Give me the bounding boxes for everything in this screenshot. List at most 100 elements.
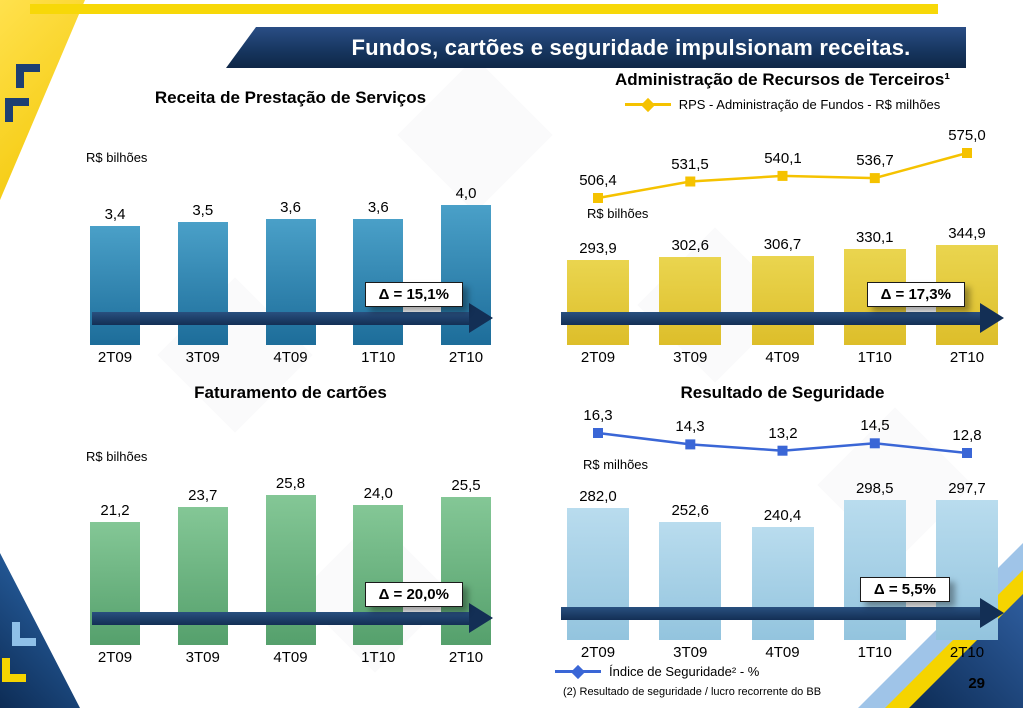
- category-label: 4T09: [765, 349, 800, 366]
- bar-column: 302,6: [659, 237, 722, 345]
- arrow-head-icon: [469, 303, 493, 333]
- category-label: 2T09: [580, 349, 616, 366]
- bar-value-label: 306,7: [763, 236, 802, 253]
- line-series: [593, 148, 972, 203]
- bar: [659, 257, 722, 345]
- seguridade-legend: Índice de Seguridade² - %: [555, 664, 759, 679]
- category-label: 1T10: [361, 649, 396, 666]
- category-label: 1T10: [361, 349, 396, 366]
- category-label: 3T09: [673, 644, 708, 661]
- chart-title: Faturamento de cartões: [194, 383, 387, 402]
- delta-badge: Δ = 5,5%: [859, 577, 950, 602]
- trend-arrow: [92, 603, 493, 633]
- bar: [751, 256, 814, 345]
- legend-label: RPS - Administração de Fundos - R$ milhõ…: [678, 97, 941, 112]
- page-number: 29: [968, 675, 985, 692]
- category-label: 3T09: [185, 349, 220, 366]
- bar-value-label: 4,0: [455, 185, 477, 202]
- line-point-label: 16,3: [583, 407, 613, 424]
- bar-value-label: 3,4: [104, 206, 126, 223]
- arrow-shaft: [92, 611, 470, 625]
- delta-badge: Δ = 15,1%: [364, 282, 463, 307]
- arrow-shaft: [561, 311, 981, 325]
- line-point-label: 536,7: [856, 152, 894, 169]
- line-point-label: 575,0: [948, 127, 986, 144]
- bar: [751, 527, 814, 640]
- category-label: 3T09: [673, 349, 708, 366]
- category-label: 1T10: [857, 644, 892, 661]
- bar-column: 252,6: [659, 502, 722, 640]
- bar-value-label: 3,5: [192, 202, 214, 219]
- line-point-label: 506,4: [579, 172, 617, 189]
- category-axis: 2T09 3T09 4T09 1T10 2T10: [78, 349, 503, 366]
- footnote: (2) Resultado de seguridade / lucro reco…: [563, 686, 822, 698]
- category-label: 2T10: [949, 349, 985, 366]
- category-label: 2T10: [448, 349, 484, 366]
- line-marker-icon: [685, 439, 696, 450]
- chart-administracao-recursos-terceiros: Administração de Recursos de Terceiros¹ …: [555, 70, 1010, 373]
- plot-area: 21,2 23,7 25,8 24,0 25,5 Δ = 20,0%: [78, 473, 503, 645]
- line-point-label: 531,5: [671, 156, 709, 173]
- plot-area: 282,0 252,6 240,4 298,5 297,7 Δ = 5,5%: [555, 478, 1010, 640]
- trend-arrow: [561, 303, 1004, 333]
- legend-label: Índice de Seguridade² - %: [609, 664, 760, 679]
- bar-column: 21,2: [90, 502, 140, 645]
- line-marker-icon: [962, 148, 972, 158]
- category-axis: 2T09 3T09 4T09 1T10 2T10: [78, 649, 503, 666]
- chevron-icon: [2, 658, 26, 682]
- line-point-label: 13,2: [768, 425, 798, 442]
- diamond-marker-icon: [640, 97, 655, 112]
- chart-faturamento-cartoes: Faturamento de cartões R$ bilhões 21,2 23…: [78, 383, 503, 668]
- bar-column: 306,7: [751, 236, 814, 345]
- line-marker-icon: [869, 438, 880, 449]
- bar-value-label: 297,7: [948, 480, 986, 497]
- line-marker-icon: [777, 445, 788, 456]
- legend-line-marker-icon: [555, 664, 601, 679]
- plot-area: 293,9 302,6 306,7 330,1 344,9 Δ = 17,3%: [555, 225, 1010, 345]
- category-label: 2T09: [580, 644, 616, 661]
- arrow-head-icon: [469, 603, 493, 633]
- category-label: 3T09: [185, 649, 220, 666]
- line-marker-icon: [593, 428, 603, 438]
- line-marker-icon: [777, 170, 788, 181]
- line-marker-icon: [869, 173, 880, 184]
- bar-value-label: 21,2: [100, 502, 130, 519]
- category-label: 2T10: [949, 644, 985, 661]
- bar-value-label: 3,6: [367, 199, 389, 216]
- bar-value-label: 298,5: [855, 480, 894, 497]
- category-label: 4T09: [765, 644, 800, 661]
- chart-title: Resultado de Seguridade: [680, 383, 885, 402]
- decoration-top-left: [0, 0, 85, 200]
- bar-value-label: 25,8: [275, 475, 306, 492]
- category-axis: 2T09 3T09 4T09 1T10 2T10: [555, 644, 1010, 661]
- arrow-shaft: [92, 311, 470, 325]
- line-marker-icon: [593, 193, 603, 203]
- plot-area: 3,4 3,5 3,6 3,6 4,0 Δ = 15,1%: [78, 183, 503, 345]
- arrow-shaft: [561, 606, 981, 620]
- chart-title: Receita de Prestação de Serviços: [154, 88, 427, 107]
- bar-value-label: 240,4: [763, 507, 802, 524]
- bar: [659, 522, 722, 640]
- bar-value-label: 330,1: [855, 229, 894, 246]
- bar-column: 3,4: [90, 206, 140, 345]
- bar-column: 3,5: [177, 202, 228, 345]
- bar-value-label: 344,9: [948, 225, 986, 242]
- line-series: [593, 428, 972, 458]
- chart-title: Administração de Recursos de Terceiros¹: [614, 70, 951, 89]
- decoration-bottom-left: [0, 553, 80, 708]
- chevron-icon: [16, 64, 40, 88]
- bar-column: 293,9: [567, 240, 629, 345]
- diamond-marker-icon: [570, 664, 586, 679]
- delta-badge: Δ = 20,0%: [364, 582, 463, 607]
- chart-resultado-seguridade: Resultado de Seguridade 16,3 14,3 13,2 14,5…: [555, 383, 1010, 668]
- legend: RPS - Administração de Fundos - R$ milhõ…: [555, 97, 1010, 112]
- bar-value-label: 282,0: [579, 488, 617, 505]
- chart-receita-prestacao-servicos: Receita de Prestação de Serviços R$ bilh…: [78, 88, 503, 373]
- arrow-head-icon: [980, 303, 1004, 333]
- line-marker-icon: [685, 176, 696, 187]
- slide-title: Fundos, cartões e seguridade impulsionam…: [351, 34, 911, 60]
- delta-badge: Δ = 17,3%: [866, 282, 965, 307]
- bar-value-label: 3,6: [280, 199, 301, 216]
- slide-title-banner: Fundos, cartões e seguridade impulsionam…: [226, 27, 966, 68]
